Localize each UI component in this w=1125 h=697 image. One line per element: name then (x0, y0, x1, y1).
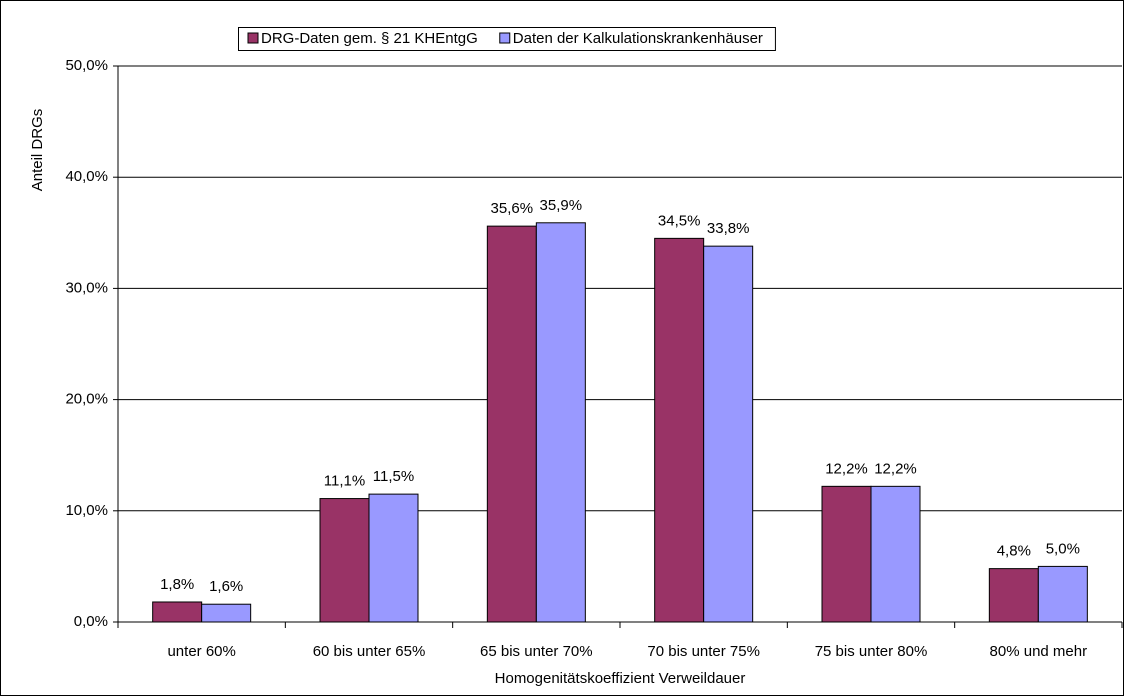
value-label: 4,8% (997, 543, 1031, 560)
value-label: 33,8% (707, 220, 750, 237)
x-tick-label: 70 bis unter 75% (647, 643, 760, 660)
legend-swatch (499, 32, 511, 44)
value-label: 11,1% (324, 473, 365, 490)
y-tick-label: 30,0% (65, 279, 108, 296)
bar (1037, 565, 1088, 623)
y-tick-label: 10,0% (65, 502, 108, 519)
value-label: 35,6% (491, 200, 534, 217)
y-tick-label: 20,0% (65, 391, 108, 408)
bar (870, 485, 921, 623)
y-tick-label: 40,0% (65, 168, 108, 185)
value-label: 11,5% (373, 468, 414, 485)
value-label: 12,2% (825, 460, 868, 477)
x-axis-title: Homogenitätskoeffizient Verweildauer (495, 670, 746, 687)
value-label: 34,5% (658, 212, 701, 229)
legend-label: Daten der Kalkulationskrankenhäuser (513, 30, 763, 47)
value-label: 5,0% (1046, 540, 1080, 557)
x-tick-label: 60 bis unter 65% (313, 643, 426, 660)
bar (368, 493, 419, 623)
x-tick-label: unter 60% (167, 643, 235, 660)
bar (988, 568, 1039, 623)
value-label: 12,2% (874, 460, 917, 477)
bar (703, 245, 754, 623)
bar (654, 237, 705, 623)
x-tick-label: 80% und mehr (990, 643, 1088, 660)
y-axis-title: Anteil DRGs (29, 109, 46, 192)
bar (319, 498, 370, 623)
bar (201, 603, 252, 623)
legend-label: DRG-Daten gem. § 21 KHEntgG (261, 30, 478, 47)
y-tick-label: 50,0% (65, 57, 108, 74)
x-tick-label: 75 bis unter 80% (815, 643, 928, 660)
y-tick-label: 0,0% (74, 613, 108, 630)
value-label: 1,8% (160, 576, 194, 593)
bar (535, 222, 586, 623)
bar (821, 485, 872, 623)
value-label: 35,9% (540, 197, 583, 214)
legend-swatch (247, 32, 259, 44)
value-label: 1,6% (209, 578, 243, 595)
x-tick-label: 65 bis unter 70% (480, 643, 593, 660)
bar (152, 601, 203, 623)
bar (486, 225, 537, 623)
